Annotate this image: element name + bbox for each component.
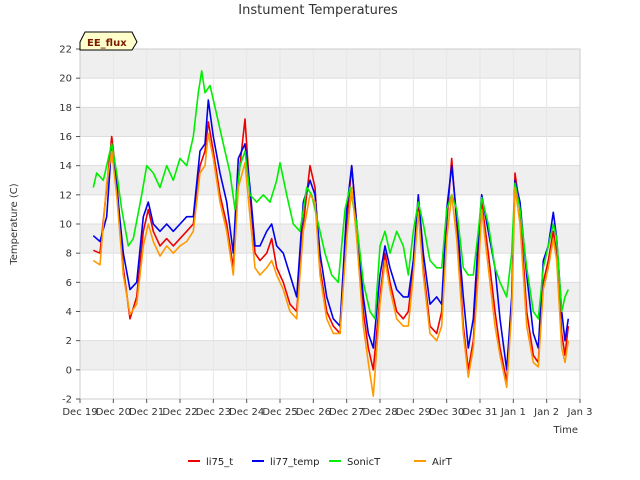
plot-band <box>80 107 580 137</box>
x-tick-label: Dec 26 <box>296 407 331 418</box>
legend-label-li77_temp: li77_temp <box>270 457 319 468</box>
plot-band <box>80 340 580 370</box>
annotation-badge: EE_flux <box>79 31 138 51</box>
annotation-badge-text: EE_flux <box>87 38 127 49</box>
chart-title: Instument Temperatures <box>238 3 398 18</box>
plot-band <box>80 224 580 254</box>
y-tick-label: 14 <box>59 161 72 172</box>
plot-band <box>80 194 580 224</box>
x-tick-label: Dec 19 <box>62 407 97 418</box>
y-axis-ticks: -2 0 2 4 6 8 10 12 14 16 18 20 22 <box>59 45 80 406</box>
series-line-SonicT <box>92 70 570 320</box>
y-axis-label: Temperature (C) <box>9 183 20 265</box>
x-tick-label: Dec 22 <box>162 407 197 418</box>
legend-label-li75_t: li75_t <box>206 457 233 468</box>
y-tick-label: 10 <box>59 220 72 231</box>
y-tick-label: 20 <box>59 74 72 85</box>
y-tick-label: 18 <box>59 103 72 114</box>
series-lines <box>92 70 570 397</box>
plot-band <box>80 165 580 195</box>
series-line-li77_temp <box>92 99 570 371</box>
y-tick-label: 6 <box>66 278 72 289</box>
x-tick-label: Dec 31 <box>462 407 497 418</box>
legend: li75_t li77_temp SonicT AirT <box>188 457 453 468</box>
x-tick-label: Dec 28 <box>362 407 397 418</box>
plot-band <box>80 49 580 79</box>
legend-label-AirT: AirT <box>432 457 453 468</box>
x-axis-label: Time <box>553 425 578 436</box>
y-tick-label: 4 <box>66 307 72 318</box>
y-tick-label: -2 <box>62 395 72 406</box>
y-tick-label: 0 <box>66 365 72 376</box>
plot-band <box>80 369 580 399</box>
x-tick-label: Dec 21 <box>129 407 164 418</box>
x-tick-label: Dec 23 <box>196 407 231 418</box>
x-tick-label: Jan 3 <box>567 407 593 418</box>
annotation-badge-box <box>79 31 138 51</box>
x-tick-label: Jan 1 <box>500 407 526 418</box>
legend-label-SonicT: SonicT <box>347 457 381 468</box>
x-tick-label: Dec 24 <box>229 407 264 418</box>
series-line-li75_t <box>92 118 570 383</box>
series-line-AirT <box>92 132 570 397</box>
y-tick-label: 12 <box>59 190 72 201</box>
x-tick-label: Dec 20 <box>96 407 131 418</box>
y-tick-label: 8 <box>66 249 72 260</box>
x-tick-label: Jan 2 <box>533 407 559 418</box>
x-tick-label: Dec 27 <box>329 407 364 418</box>
y-tick-label: 2 <box>66 336 72 347</box>
y-tick-label: 16 <box>59 132 72 143</box>
y-tick-label: 22 <box>59 45 72 56</box>
x-tick-label: Dec 30 <box>429 407 464 418</box>
plot-band <box>80 78 580 108</box>
x-tick-label: Dec 25 <box>262 407 297 418</box>
x-tick-label: Dec 29 <box>396 407 431 418</box>
plot-band <box>80 136 580 166</box>
